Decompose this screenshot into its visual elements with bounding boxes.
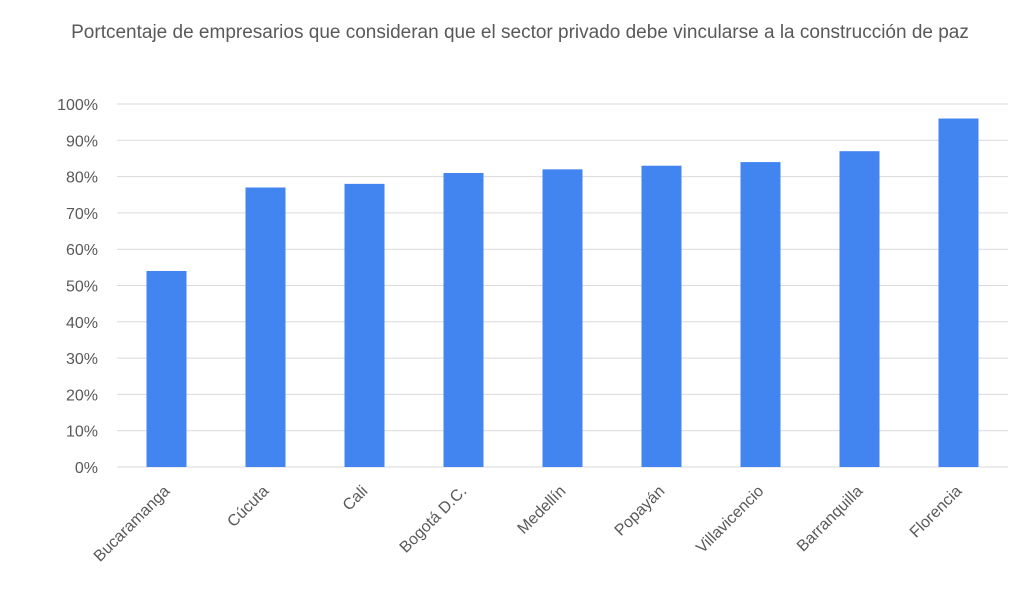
y-tick-label: 10% xyxy=(66,424,98,441)
x-tick-label: Villavicencio xyxy=(693,483,767,557)
x-tick-label: Popayán xyxy=(612,483,669,540)
y-tick-label: 80% xyxy=(66,170,98,187)
y-tick-label: 50% xyxy=(66,279,98,296)
bar xyxy=(839,151,880,467)
x-tick-label: Cúcuta xyxy=(224,483,272,531)
y-tick-label: 30% xyxy=(66,351,98,368)
bar xyxy=(938,118,979,468)
x-tick-label: Bogotá D.C. xyxy=(397,483,471,557)
x-tick-label: Barranquilla xyxy=(794,483,866,555)
y-tick-label: 20% xyxy=(66,387,98,404)
x-tick-label: Cali xyxy=(340,483,372,515)
x-tick-label: Florencia xyxy=(907,483,966,542)
chart-title: Portcentaje de empresarios que considera… xyxy=(71,22,969,43)
bar xyxy=(542,169,583,467)
bar xyxy=(443,172,484,467)
y-tick-label: 40% xyxy=(66,315,98,332)
y-tick-label: 90% xyxy=(66,133,98,150)
y-tick-label: 60% xyxy=(66,242,98,259)
bar xyxy=(641,165,682,467)
x-tick-label: Medellín xyxy=(515,483,570,538)
bar xyxy=(245,187,286,468)
y-tick-label: 100% xyxy=(57,97,98,114)
bar xyxy=(146,270,187,467)
x-tick-label: Bucaramanga xyxy=(91,483,174,566)
y-tick-label: 70% xyxy=(66,206,98,223)
bar xyxy=(344,183,385,468)
y-tick-label: 0% xyxy=(75,460,98,477)
bar xyxy=(740,162,781,467)
